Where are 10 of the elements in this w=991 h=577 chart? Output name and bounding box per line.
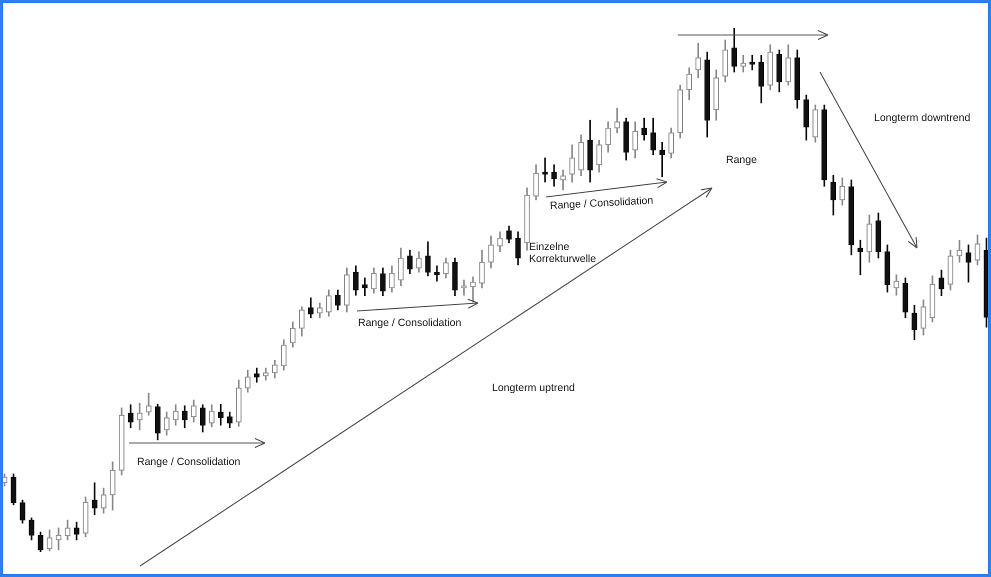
candlestick bbox=[56, 528, 62, 550]
annotation: Einzelne Korrekturwelle bbox=[529, 241, 596, 265]
annotation: Longterm uptrend bbox=[492, 382, 575, 394]
annotation: Range / Consolidation bbox=[358, 317, 462, 329]
annotation: Longterm downtrend bbox=[874, 112, 970, 124]
annotation: Range / Consolidation bbox=[137, 456, 240, 468]
annotation: Range / Consolidation bbox=[550, 194, 654, 212]
candlestick bbox=[470, 276, 476, 302]
annotation: Range bbox=[726, 154, 757, 166]
candlestick bbox=[560, 170, 566, 190]
